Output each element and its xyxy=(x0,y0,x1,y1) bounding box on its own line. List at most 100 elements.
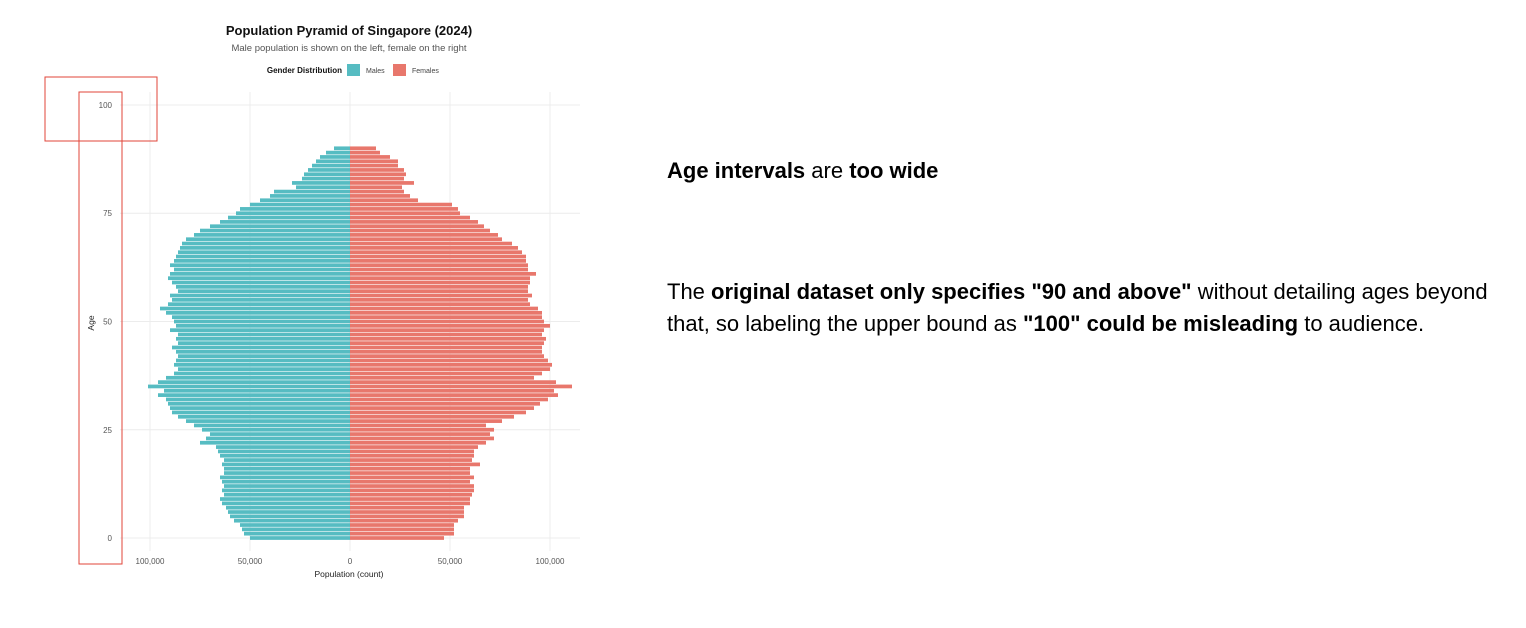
bar-male xyxy=(334,146,350,151)
bar-female xyxy=(350,375,534,380)
bar-female xyxy=(350,146,376,151)
bar-female xyxy=(350,367,550,371)
bar-female xyxy=(350,445,478,449)
x-tick-label: 0 xyxy=(348,557,353,566)
bar-male xyxy=(216,445,350,449)
bar-male xyxy=(170,263,350,268)
bar-male xyxy=(158,393,350,397)
bar-male xyxy=(168,276,350,281)
bar-female xyxy=(350,306,538,311)
bar-male xyxy=(240,523,350,527)
bar-male xyxy=(174,362,350,367)
bar-female xyxy=(350,185,402,190)
bar-female xyxy=(350,440,486,445)
bar-male xyxy=(178,367,350,371)
bar-female xyxy=(350,155,390,159)
bar-male xyxy=(228,510,350,514)
bar-male xyxy=(316,159,350,164)
bar-female xyxy=(350,536,444,540)
bar-male xyxy=(210,224,350,229)
highlight-box-age-axis xyxy=(78,91,123,565)
chart-title: Population Pyramid of Singapore (2024) xyxy=(226,23,472,38)
bar-female xyxy=(350,332,542,337)
bar-male xyxy=(172,315,350,320)
bar-female xyxy=(350,358,548,363)
y-tick-label: 75 xyxy=(103,209,112,218)
bar-female xyxy=(350,159,398,164)
bar-female xyxy=(350,505,464,510)
y-tick-label: 25 xyxy=(103,426,112,435)
bar-male xyxy=(178,341,350,346)
bar-female xyxy=(350,310,542,315)
bar-female xyxy=(350,289,528,294)
chart-subtitle: Male population is shown on the left, fe… xyxy=(231,43,466,54)
annotation-1-text-1: are xyxy=(805,158,850,183)
bar-female xyxy=(350,432,490,436)
bar-female xyxy=(350,393,558,397)
bar-female xyxy=(350,220,478,224)
bar-female xyxy=(350,449,474,454)
bar-female xyxy=(350,259,526,263)
bar-female xyxy=(350,423,486,428)
bar-female xyxy=(350,388,554,393)
bar-male xyxy=(250,202,350,207)
bar-female xyxy=(350,233,498,237)
bar-male xyxy=(176,349,350,354)
bar-female xyxy=(350,250,522,255)
annotation-2-bold-2: "100" could be misleading xyxy=(1022,311,1299,336)
bar-female xyxy=(350,466,470,471)
bar-male xyxy=(230,514,350,519)
bar-male xyxy=(178,354,350,359)
bar-female xyxy=(350,397,548,402)
bar-male xyxy=(240,207,350,211)
bar-male xyxy=(158,380,350,384)
bar-female xyxy=(350,427,494,432)
bar-female xyxy=(350,514,464,519)
legend: Gender Distribution Males Females xyxy=(267,64,439,76)
bar-female xyxy=(350,458,472,462)
annotation-2-text-3: to audience. xyxy=(1298,311,1425,336)
bar-female xyxy=(350,336,546,341)
annotation-dataset-note: The original dataset only specifies "90 … xyxy=(667,276,1497,340)
bar-male xyxy=(186,419,350,423)
bar-male xyxy=(166,375,350,380)
legend-title: Gender Distribution xyxy=(267,66,342,75)
bar-female xyxy=(350,380,556,384)
population-pyramid-chart: Population Pyramid of Singapore (2024) M… xyxy=(44,23,580,579)
bar-female xyxy=(350,436,494,441)
bar-female xyxy=(350,414,514,419)
bar-female xyxy=(350,272,536,276)
bar-male xyxy=(224,492,350,497)
x-tick-label: 100,000 xyxy=(136,557,165,566)
bar-male xyxy=(166,397,350,402)
bar-male xyxy=(174,267,350,272)
bar-female xyxy=(350,492,472,497)
bar-male xyxy=(186,237,350,242)
x-tick-label: 50,000 xyxy=(438,557,463,566)
annotation-1-bold-1: Age intervals xyxy=(667,158,806,183)
bar-female xyxy=(350,194,410,198)
legend-label-females: Females xyxy=(412,68,439,75)
bar-male xyxy=(242,527,350,532)
bar-female xyxy=(350,501,470,506)
bar-male xyxy=(260,198,350,203)
bar-male xyxy=(220,497,350,501)
bar-male xyxy=(226,505,350,510)
bar-male xyxy=(308,168,350,172)
bar-male xyxy=(234,518,350,523)
bar-male xyxy=(168,302,350,307)
bar-female xyxy=(350,319,544,324)
bar-female xyxy=(350,527,454,532)
bar-male xyxy=(222,488,350,493)
bar-female xyxy=(350,224,484,229)
bar-male xyxy=(172,345,350,350)
x-axis-ticks: 100,000 50,000 0 50,000 100,000 xyxy=(136,557,565,566)
bars-layer xyxy=(148,146,572,540)
bar-female xyxy=(350,254,526,259)
bar-female xyxy=(350,176,404,181)
bar-female xyxy=(350,471,470,475)
bar-female xyxy=(350,172,406,177)
bar-female xyxy=(350,384,572,389)
bar-male xyxy=(220,453,350,458)
bar-female xyxy=(350,189,404,194)
